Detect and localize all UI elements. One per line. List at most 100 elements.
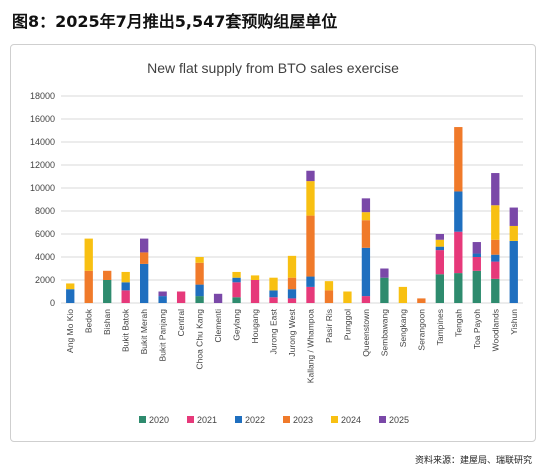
x-tick-label: Sengkang [398, 309, 408, 348]
y-tick-label: 16000 [30, 114, 55, 124]
bar-segment-2022 [306, 276, 315, 287]
x-tick-label: Jurong East [269, 308, 279, 354]
bar-segment-2025 [140, 238, 149, 253]
y-tick-label: 14000 [30, 137, 55, 147]
bar-segment-2021 [472, 257, 481, 271]
grid-layer [61, 95, 523, 304]
bar-segment-2020 [435, 274, 444, 303]
bar-segment-2020 [472, 270, 481, 303]
bar-segment-2025 [380, 268, 389, 278]
x-tick-label: Kallang / Whampoa [305, 309, 315, 383]
bar-segment-2023 [287, 277, 297, 290]
bar-segment-2025 [306, 170, 315, 182]
x-tick-label: Bukit Merah [139, 309, 149, 355]
legend-swatch-2024 [331, 416, 338, 423]
bar-segment-2024 [121, 271, 130, 283]
bar-segment-2022 [121, 282, 130, 291]
x-tick-label: Queenstown [361, 309, 371, 357]
x-tick-label: Geylang [232, 309, 242, 341]
bar-segment-2021 [454, 231, 463, 274]
chart-title: New flat supply from BTO sales exercise [147, 60, 399, 76]
legend: 2020 2021 2022 2023 2024 2025 [139, 415, 409, 425]
legend-swatch-2023 [283, 416, 290, 423]
bar-segment-2021 [435, 250, 444, 275]
x-tick-label: Choa Chu Kang [195, 309, 205, 370]
x-tick-label: Bukit Panjang [158, 309, 168, 362]
legend-label: 2022 [245, 415, 265, 425]
legend-swatch-2022 [235, 416, 242, 423]
bar-segment-2022 [232, 277, 241, 283]
bar-segment-2024 [343, 291, 352, 303]
x-tick-label: Serangoon [416, 309, 426, 351]
bar-segment-2023 [103, 270, 112, 280]
bar-segment-2025 [158, 291, 167, 297]
bar-segment-2023 [306, 215, 315, 277]
bar-segment-2021 [306, 286, 315, 303]
bar-segment-2023 [140, 252, 149, 264]
x-tick-label: Punggol [342, 309, 352, 340]
legend-swatch-2021 [187, 416, 194, 423]
y-tick-label: 4000 [35, 252, 55, 262]
x-tick-label: Jurong West [287, 308, 297, 356]
bar-segment-2024 [195, 257, 204, 263]
y-tick-label: 10000 [30, 183, 55, 193]
bar-segment-2025 [509, 207, 518, 226]
x-tick-label: Bishan [102, 309, 112, 335]
bar-segment-2023 [361, 220, 371, 248]
x-tick-label: Sembawang [379, 309, 389, 357]
bar-segment-2023 [195, 262, 204, 285]
x-tick-label: Yishun [509, 309, 519, 335]
chart-container: New flat supply from BTO sales exercise … [10, 44, 536, 442]
bar-segment-2025 [361, 198, 371, 213]
bar-segment-2020 [195, 296, 204, 303]
bar-segment-2022 [66, 289, 75, 303]
y-tick-label: 0 [50, 298, 55, 308]
bar-segment-2022 [472, 253, 481, 257]
x-tick-label: Pasir Ris [324, 309, 334, 343]
x-tick-label: Woodlands [490, 309, 500, 351]
bar-segment-2020 [103, 280, 112, 303]
bar-segment-2021 [176, 291, 186, 303]
figure-title: 图8：2025年7月推出5,547套预购组屋单位 [12, 12, 338, 31]
bar-segment-2021 [491, 261, 500, 279]
x-tick-label: Toa Payoh [472, 309, 482, 349]
bar-segment-2024 [491, 205, 500, 240]
legend-label: 2023 [293, 415, 313, 425]
bar-segment-2021 [269, 297, 278, 303]
bar-segment-2024 [269, 277, 278, 291]
y-axis-ticks: 0 2000 4000 6000 8000 10000 12000 14000 16000 180… [30, 91, 55, 308]
bar-segment-2024 [435, 239, 444, 247]
bar-segment-2021 [287, 298, 297, 303]
bar-segment-2021 [250, 280, 260, 303]
bar-segment-2022 [435, 246, 444, 251]
source-note: 资料来源：建屋局、瑞联研究 [414, 456, 532, 466]
stacked-bar-chart: New flat supply from BTO sales exercise … [30, 60, 523, 425]
bar-segment-2025 [213, 293, 223, 303]
bar-segment-2024 [84, 238, 93, 271]
bar-segment-2020 [454, 273, 463, 303]
x-axis-ticks: Ang Mo Kio Bedok Bishan Bukit Batok Bukit Me… [65, 308, 519, 383]
bar-segment-2022 [454, 191, 463, 232]
bar-segment-2025 [491, 173, 500, 206]
bar-segment-2024 [306, 181, 315, 216]
legend-label: 2025 [389, 415, 409, 425]
bar-segment-2020 [232, 297, 241, 303]
bar-segment-2020 [380, 277, 389, 303]
y-tick-label: 12000 [30, 160, 55, 170]
y-tick-label: 18000 [30, 91, 55, 101]
bar-segment-2024 [250, 275, 260, 280]
x-tick-label: Ang Mo Kio [65, 309, 75, 353]
bar-segment-2023 [491, 239, 500, 255]
x-tick-label: Tengah [453, 309, 463, 337]
bar-segment-2021 [361, 296, 371, 303]
bar-segment-2022 [140, 263, 149, 303]
legend-label: 2024 [341, 415, 361, 425]
bar-segment-2023 [417, 298, 426, 303]
x-tick-label: Hougang [250, 309, 260, 344]
x-tick-label: Bedok [84, 308, 94, 333]
legend-label: 2021 [197, 415, 217, 425]
bar-segment-2024 [287, 255, 297, 278]
bar-segment-2024 [361, 212, 371, 221]
x-tick-label: Bukit Batok [121, 308, 131, 352]
y-tick-label: 2000 [35, 275, 55, 285]
